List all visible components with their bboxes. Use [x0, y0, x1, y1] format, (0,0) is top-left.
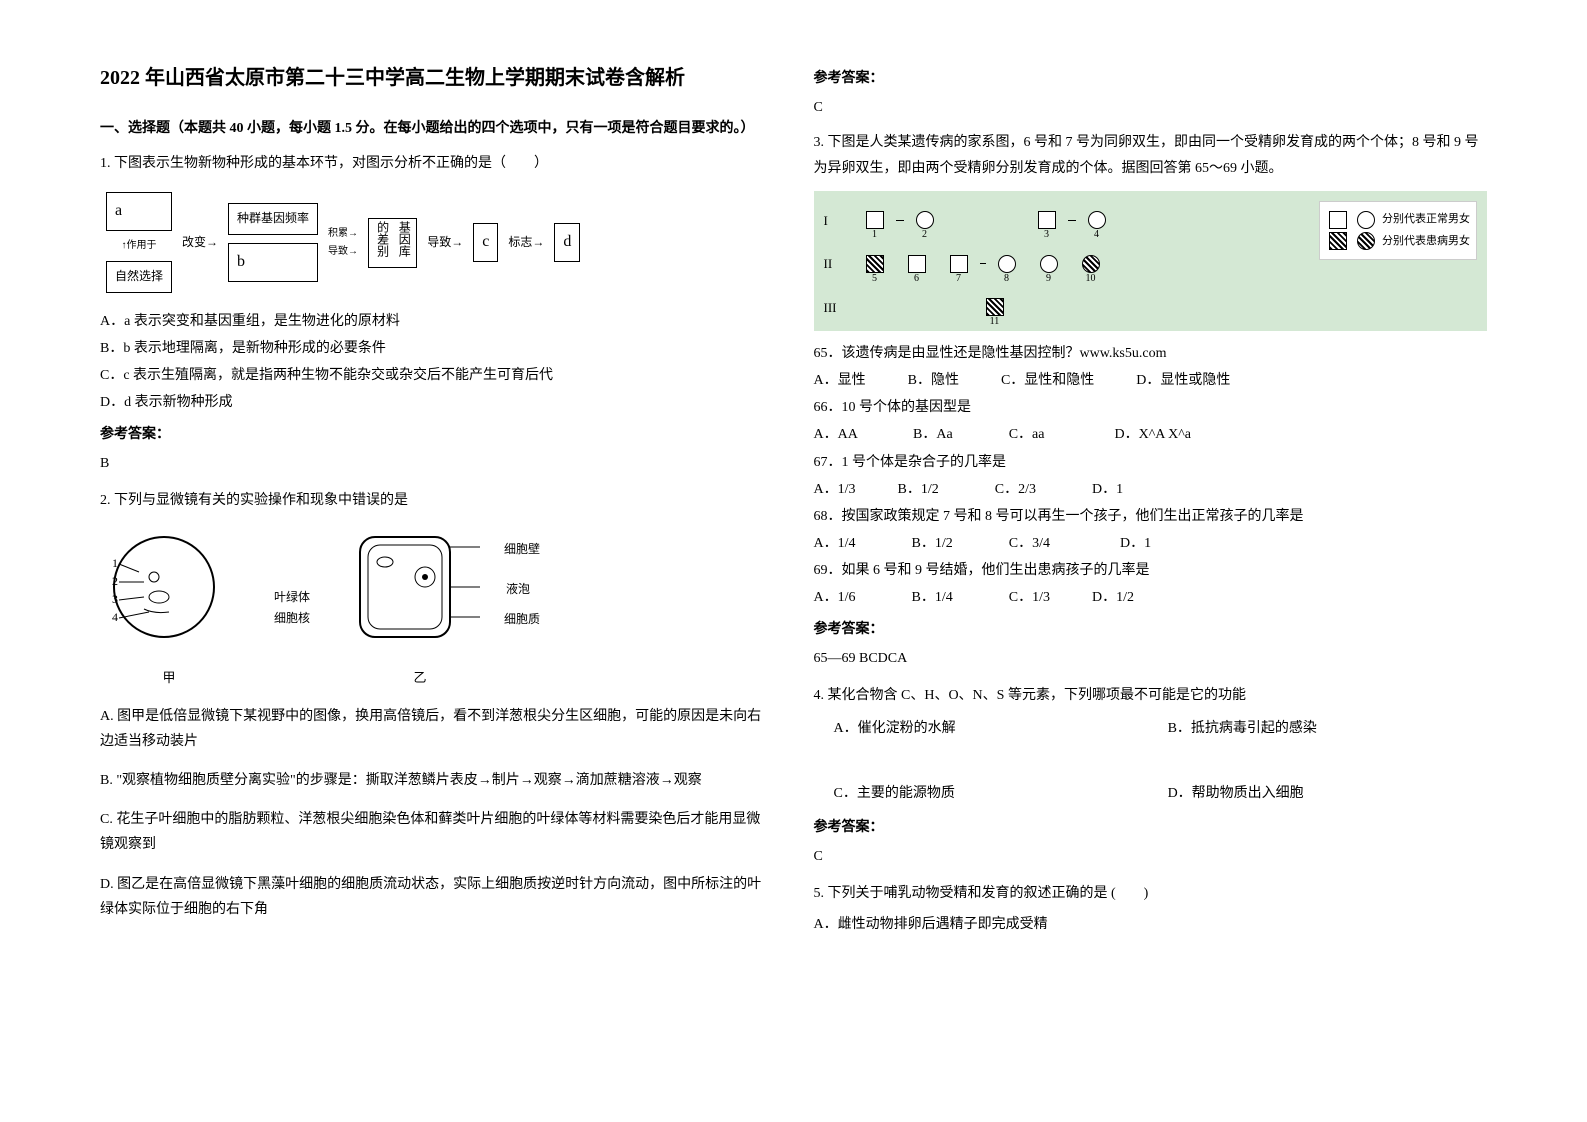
q4-optD: D．帮助物质出入细胞: [1168, 781, 1462, 806]
flow-pool: 基因库的差别: [368, 218, 417, 268]
legend-affected: 分别代表患病男女: [1382, 232, 1470, 252]
flow-c: c: [473, 223, 498, 262]
answer-label: 参考答案：: [814, 66, 1488, 91]
arrow-icon: 改变→: [182, 232, 218, 254]
ped-male-affected: 11: [986, 298, 1004, 316]
flow-a: a: [106, 192, 172, 231]
arrow-icon: 积累→ 导致→: [328, 225, 358, 261]
q3-answer: 65—69 BCDCA: [814, 646, 1488, 671]
q1-optB: B．b 表示地理隔离，是新物种形成的必要条件: [100, 336, 774, 361]
q1-diagram: a ↑作用于 自然选择 改变→ 种群基因频率 b 积累→ 导致→ 基因库的差别 …: [100, 186, 774, 298]
label-chloroplast: 叶绿体: [274, 587, 310, 609]
q2-optA: A. 图甲是低倍显微镜下某视野中的图像，换用高倍镜后，看不到洋葱根尖分生区细胞，…: [100, 704, 774, 754]
q2-diagram: 1 2 3 4 甲 叶绿体 细胞核: [100, 523, 774, 694]
cell-yi-label: 乙: [350, 666, 490, 689]
circle-affected-icon: [1357, 232, 1375, 250]
svg-text:3: 3: [112, 592, 118, 606]
q1-answer: B: [100, 451, 774, 476]
svg-text:1: 1: [112, 556, 118, 570]
q3-intro: 3. 下图是人类某遗传病的家系图，6 号和 7 号为同卵双生，即由同一个受精卵发…: [814, 130, 1488, 180]
answer-label: 参考答案：: [814, 617, 1488, 642]
pedigree-gen-3: III 11: [824, 296, 1478, 319]
question-3: 3. 下图是人类某遗传病的家系图，6 号和 7 号为同卵双生，即由同一个受精卵发…: [814, 130, 1488, 671]
svg-text:2: 2: [112, 574, 118, 588]
q1-optC: C．c 表示生殖隔离，就是指两种生物不能杂交或杂交后不能产生可育后代: [100, 363, 774, 388]
q5-text: 5. 下列关于哺乳动物受精和发育的叙述正确的是 ( ): [814, 881, 1488, 906]
q1-optA: A．a 表示突变和基因重组，是生物进化的原材料: [100, 309, 774, 334]
flow-freq: 种群基因频率: [228, 203, 318, 235]
cell-jia-label: 甲: [104, 666, 234, 689]
section-1-title: 一、选择题（本题共 40 小题，每小题 1.5 分。在每小题给出的四个选项中，只…: [100, 116, 774, 141]
q67-text: 67．1 号个体是杂合子的几率是: [814, 450, 1488, 475]
ped-female: 2: [916, 211, 934, 229]
pedigree-diagram: 分别代表正常男女 分别代表患病男女 I 1 2 3 4 II: [814, 191, 1488, 331]
q69-text: 69．如果 6 号和 9 号结婚，他们生出患病孩子的几率是: [814, 558, 1488, 583]
ped-female: 8: [998, 255, 1016, 273]
label-vacuole: 液泡: [506, 579, 530, 601]
ped-female: 9: [1040, 255, 1058, 273]
q66-text: 66．10 号个体的基因型是: [814, 395, 1488, 420]
q68-opts: A．1/4 B．1/2 C．3/4 D．1: [814, 531, 1488, 556]
q65-text: 65．该遗传病是由显性还是隐性基因控制？www.ks5u.com: [814, 341, 1488, 366]
ped-male: 6: [908, 255, 926, 273]
q4-optC: C．主要的能源物质: [834, 781, 1128, 806]
question-2: 2. 下列与显微镜有关的实验操作和现象中错误的是 1 2 3 4 甲 叶绿体 细…: [100, 488, 774, 922]
answer-label: 参考答案：: [814, 815, 1488, 840]
flow-label: 作用于: [127, 240, 157, 251]
question-4: 4. 某化合物含 C、H、O、N、S 等元素，下列哪项最不可能是它的功能 A．催…: [814, 683, 1488, 869]
question-5: 5. 下列关于哺乳动物受精和发育的叙述正确的是 ( ) A．雌性动物排卵后遇精子…: [814, 881, 1488, 937]
q66-opts: A．AA B．Aa C．aa D．X^A X^a: [814, 422, 1488, 447]
svg-text:4: 4: [112, 610, 118, 624]
q65-opts: A．显性 B．隐性 C．显性和隐性 D．显性或隐性: [814, 368, 1488, 393]
square-affected-icon: [1329, 232, 1347, 250]
q2-optD: D. 图乙是在高倍显微镜下黑藻叶细胞的细胞质流动状态，实际上细胞质按逆时针方向流…: [100, 872, 774, 922]
ped-male: 1: [866, 211, 884, 229]
q1-optD: D．d 表示新物种形成: [100, 390, 774, 415]
ped-male-affected: 5: [866, 255, 884, 273]
q5-optA: A．雌性动物排卵后遇精子即完成受精: [814, 912, 1488, 937]
cell-mid-labels: 叶绿体 细胞核: [274, 587, 310, 630]
q2-answer: C: [814, 95, 1488, 120]
page-title: 2022 年山西省太原市第二十三中学高二生物上学期期末试卷含解析: [100, 60, 774, 96]
pedigree-gen-1: I 1 2 3 4: [824, 209, 1478, 232]
q4-optB: B．抵抗病毒引起的感染: [1168, 716, 1462, 741]
question-1: 1. 下图表示生物新物种形成的基本环节，对图示分析不正确的是（ ） a ↑作用于…: [100, 151, 774, 476]
q68-text: 68．按国家政策规定 7 号和 8 号可以再生一个孩子，他们生出正常孩子的几率是: [814, 504, 1488, 529]
flow-natsel: 自然选择: [106, 261, 172, 293]
q2-optB: B. "观察植物细胞质壁分离实验"的步骤是：撕取洋葱鳞片表皮→制片→观察→滴加蔗…: [100, 768, 774, 793]
label-nucleus: 细胞核: [274, 608, 310, 630]
label-cyto: 细胞质: [504, 609, 540, 631]
answer-label: 参考答案：: [100, 422, 774, 447]
gen-label: I: [824, 209, 854, 232]
flow-b: b: [228, 243, 318, 282]
arrow-icon: 导致→: [427, 232, 463, 254]
q69-opts: A．1/6 B．1/4 C．1/3 D．1/2: [814, 585, 1488, 610]
label-wall: 细胞壁: [504, 539, 540, 561]
pedigree-gen-2: II 5 6 7 8 9 10: [824, 252, 1478, 275]
gen-label: II: [824, 252, 854, 275]
cell-jia: 1 2 3 4 甲: [104, 527, 234, 690]
arrow-icon: 标志→: [508, 232, 544, 254]
q2-optC: C. 花生子叶细胞中的脂肪颗粒、洋葱根尖细胞染色体和藓类叶片细胞的叶绿体等材料需…: [100, 807, 774, 857]
q67-opts: A．1/3 B．1/2 C．2/3 D．1: [814, 477, 1488, 502]
cell-yi: 细胞壁 液泡 细胞质 乙: [350, 527, 490, 690]
q1-text: 1. 下图表示生物新物种形成的基本环节，对图示分析不正确的是（ ）: [100, 151, 774, 176]
gen-label: III: [824, 296, 854, 319]
q4-optA: A．催化淀粉的水解: [834, 716, 1128, 741]
q2-text: 2. 下列与显微镜有关的实验操作和现象中错误的是: [100, 488, 774, 513]
ped-female-affected: 10: [1082, 255, 1100, 273]
ped-female: 4: [1088, 211, 1106, 229]
ped-male: 3: [1038, 211, 1056, 229]
q4-text: 4. 某化合物含 C、H、O、N、S 等元素，下列哪项最不可能是它的功能: [814, 683, 1488, 708]
ped-male: 7: [950, 255, 968, 273]
flow-d: d: [554, 223, 580, 262]
q4-answer: C: [814, 844, 1488, 869]
